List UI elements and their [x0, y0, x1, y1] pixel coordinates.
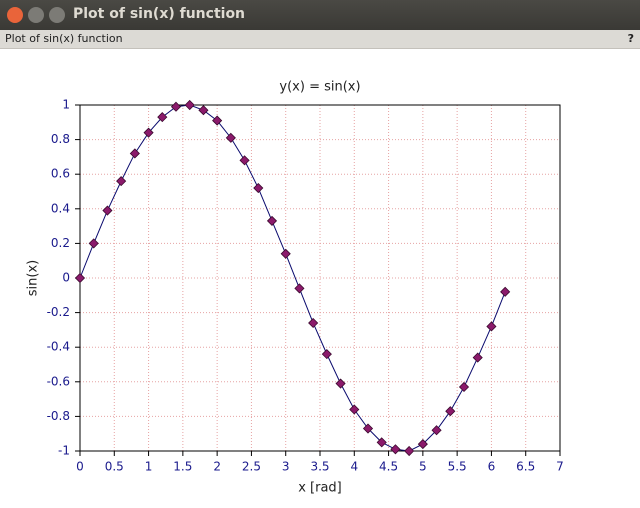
x-tick-label: 5 [419, 460, 427, 474]
minimize-button[interactable] [28, 7, 44, 23]
x-tick-label: 0.5 [105, 460, 124, 474]
y-axis-label: sin(x) [26, 260, 41, 296]
y-tick-label: -0.8 [47, 409, 70, 423]
data-point [431, 425, 442, 436]
y-tick-label: 1 [62, 98, 70, 112]
x-tick-label: 1.5 [173, 460, 192, 474]
maximize-button[interactable] [49, 7, 65, 23]
x-tick-label: 2.5 [242, 460, 261, 474]
x-tick-label: 5.5 [448, 460, 467, 474]
figure-bar: Plot of sin(x) function ? [0, 30, 640, 49]
x-tick-label: 6 [488, 460, 496, 474]
data-point [157, 112, 168, 123]
data-point [280, 248, 291, 259]
y-tick-label: -1 [58, 444, 70, 458]
data-point [321, 349, 332, 360]
chart: y(x) = sin(x) x [rad] sin(x) -1 -0.8 -0.6 -… [26, 80, 564, 496]
data-point [472, 352, 483, 363]
chart-title: y(x) = sin(x) [279, 80, 360, 95]
data-point [129, 148, 140, 159]
close-button[interactable] [7, 7, 23, 23]
data-point [308, 317, 319, 329]
x-tick-label: 6.5 [516, 460, 535, 474]
help-button[interactable]: ? [627, 32, 634, 45]
data-point [458, 381, 470, 393]
x-tick-label: 2 [213, 460, 221, 474]
data-point [349, 404, 360, 415]
data-point [417, 439, 428, 450]
x-tick-label: 4.5 [379, 460, 398, 474]
data-point [88, 238, 99, 249]
data-point [198, 105, 209, 116]
data-point [390, 444, 401, 455]
data-point [225, 132, 236, 143]
x-tick-label: 4 [350, 460, 358, 474]
y-tick-label: 0.8 [51, 132, 70, 146]
y-tick-label: 0.4 [51, 201, 70, 215]
window-title: Plot of sin(x) function [73, 6, 246, 22]
data-point [404, 445, 415, 457]
y-tick-label: -0.4 [47, 340, 70, 354]
data-point [212, 115, 223, 126]
data-point [116, 176, 127, 187]
data-point [102, 205, 113, 216]
x-tick-label: 3.5 [310, 460, 329, 474]
data-point [253, 182, 264, 194]
data-point [143, 127, 154, 138]
x-axis-label: x [rad] [298, 481, 342, 496]
data-point [239, 155, 250, 166]
y-tick-label: 0.2 [51, 236, 70, 250]
data-point [486, 321, 497, 332]
data-point [376, 437, 387, 448]
data-point [445, 406, 456, 417]
y-tick-label: -0.2 [47, 305, 70, 319]
title-bar: Plot of sin(x) function [0, 0, 640, 30]
data-point [335, 378, 346, 389]
x-tick-label: 0 [76, 460, 84, 474]
data-point [184, 99, 195, 111]
y-tick-label: 0 [62, 271, 70, 285]
y-tick-label: -0.6 [47, 374, 70, 388]
x-tick-label: 1 [145, 460, 153, 474]
figure-title: Plot of sin(x) function [5, 32, 123, 45]
y-tick-label: 0.6 [51, 167, 70, 181]
data-point [500, 286, 511, 297]
data-point [74, 272, 86, 284]
x-tick-label: 7 [556, 460, 564, 474]
x-tick-label: 3 [282, 460, 290, 474]
data-point [362, 423, 374, 434]
data-point [170, 101, 182, 112]
data-point [294, 283, 305, 294]
data-point [266, 215, 278, 226]
